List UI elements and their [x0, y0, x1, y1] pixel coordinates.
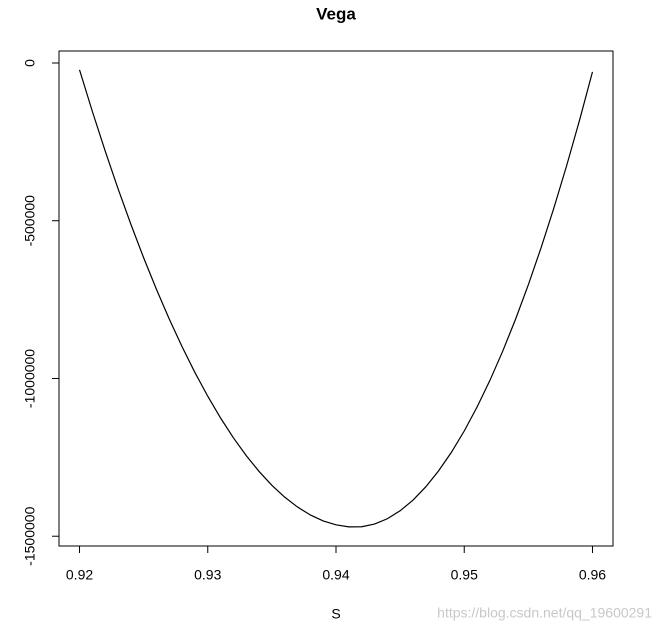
x-tick-label: 0.95: [451, 567, 478, 583]
chart-title: Vega: [316, 4, 356, 23]
data-line: [78, 69, 594, 528]
x-tick-label: 0.94: [322, 567, 349, 583]
y-tick-label: -1000000: [22, 349, 38, 408]
y-tick-label: -500000: [22, 195, 38, 247]
y-tick-label: 0: [22, 59, 38, 67]
x-tick-label: 0.92: [66, 567, 93, 583]
x-tick-label: 0.93: [194, 567, 221, 583]
y-tick-label: -1500000: [22, 506, 38, 565]
watermark: https://blog.csdn.net/qq_19600291: [437, 605, 652, 621]
x-axis-title: S: [331, 606, 340, 622]
x-tick-label: 0.96: [579, 567, 606, 583]
plot-frame: [58, 50, 614, 547]
